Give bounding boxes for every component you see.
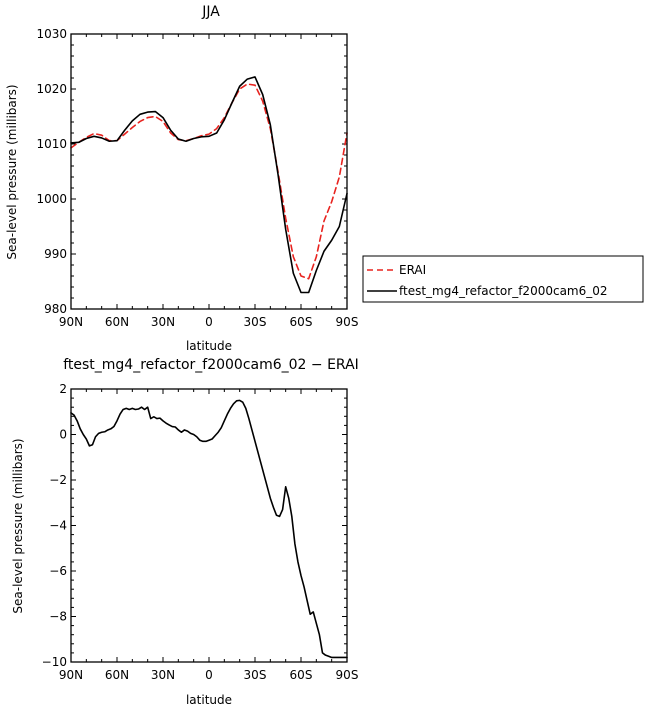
top-x-tick-label: 30N [151, 315, 175, 329]
legend: ERAI ftest_mg4_refactor_f2000cam6_02 [362, 255, 644, 303]
bottom-x-tick-label: 90N [59, 668, 83, 682]
bottom-x-tick-label: 0 [205, 668, 213, 682]
top-axes: 90N 60N 30N 0 30S 60S 90S 980 990 1000 1010 1020 103… [36, 27, 358, 329]
top-x-tick-label: 0 [205, 315, 213, 329]
bottom-x-axis-label: latitude [186, 693, 232, 707]
bottom-x-tick-label: 90S [336, 668, 359, 682]
top-x-tick-label: 90N [59, 315, 83, 329]
top-panel: JJA 90N 60N 30N 0 30S 60S 90S 980 990 1000 1010 102… [5, 4, 358, 353]
top-series-line-1 [70, 76, 348, 294]
top-x-tick-label: 30S [244, 315, 267, 329]
bottom-title: ftest_mg4_refactor_f2000cam6_02 − ERAI [63, 357, 359, 373]
bottom-y-tick-label: −6 [49, 564, 67, 578]
top-series-line-0 [70, 83, 348, 280]
bottom-series-line-0 [70, 399, 348, 659]
bottom-x-tick-label: 60N [105, 668, 129, 682]
bottom-y-tick-label: −4 [49, 519, 67, 533]
legend-model-label: ftest_mg4_refactor_f2000cam6_02 [399, 284, 608, 298]
bottom-y-tick-label: 2 [59, 382, 67, 396]
top-plot-frame [70, 33, 348, 310]
top-y-tick-label: 980 [44, 302, 67, 316]
top-x-tick-label: 60N [105, 315, 129, 329]
top-y-tick-label: 990 [44, 247, 67, 261]
bottom-y-axis-label: Sea-level pressure (millibars) [11, 438, 25, 613]
bottom-plot-frame [70, 388, 348, 663]
bottom-axes: 90N 60N 30N 0 30S 60S 90S −10 −8 −6 −4 −2 0 2 [42, 382, 359, 682]
bottom-series-group [70, 399, 348, 659]
bottom-x-tick-label: 30S [244, 668, 267, 682]
top-y-tick-label: 1020 [36, 82, 67, 96]
bottom-y-tick-label: −10 [42, 655, 67, 669]
bottom-panel: ftest_mg4_refactor_f2000cam6_02 − ERAI 9… [11, 357, 359, 707]
bottom-y-tick-label: −2 [49, 473, 67, 487]
top-title: JJA [201, 4, 220, 20]
top-y-tick-label: 1030 [36, 27, 67, 41]
legend-box [362, 255, 644, 303]
bottom-y-tick-label: −8 [49, 610, 67, 624]
legend-erai-label: ERAI [399, 263, 426, 277]
bottom-x-tick-label: 30N [151, 668, 175, 682]
bottom-x-tick-label: 60S [290, 668, 313, 682]
top-x-tick-label: 60S [290, 315, 313, 329]
top-series-group [70, 76, 348, 294]
top-x-axis-label: latitude [186, 339, 232, 353]
top-y-axis-label: Sea-level pressure (millibars) [5, 84, 19, 259]
top-y-tick-label: 1000 [36, 192, 67, 206]
top-y-tick-label: 1010 [36, 137, 67, 151]
top-x-tick-label: 90S [336, 315, 359, 329]
bottom-y-tick-label: 0 [59, 428, 67, 442]
